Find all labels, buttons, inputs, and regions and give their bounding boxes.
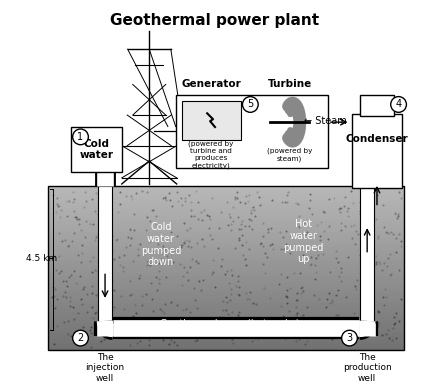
Bar	[48, 265, 405, 268]
Bar	[48, 336, 405, 339]
Text: 1: 1	[77, 132, 83, 142]
Bar	[48, 189, 405, 192]
Text: Geothermal power plant: Geothermal power plant	[111, 13, 319, 28]
Text: Generator: Generator	[181, 79, 241, 89]
Circle shape	[243, 97, 258, 112]
Bar	[48, 232, 405, 236]
Text: Geothermal zone (hot rocks): Geothermal zone (hot rocks)	[160, 318, 299, 328]
Bar	[48, 221, 405, 225]
Bar	[48, 238, 405, 241]
Bar	[48, 339, 405, 342]
Bar	[48, 287, 405, 290]
Text: 4.5 km: 4.5 km	[26, 254, 57, 263]
Bar	[48, 186, 405, 189]
Bar	[48, 186, 405, 350]
Bar	[48, 197, 405, 200]
Bar	[48, 306, 405, 309]
Bar	[48, 301, 405, 304]
Text: (powered by
steam): (powered by steam)	[267, 147, 312, 161]
Bar	[353, 114, 402, 188]
Bar	[48, 317, 405, 320]
Bar	[48, 260, 405, 263]
Bar	[48, 246, 405, 249]
Bar	[48, 271, 405, 274]
Bar	[48, 213, 405, 217]
Bar	[48, 292, 405, 296]
Bar	[48, 279, 405, 282]
Bar	[48, 202, 405, 206]
Bar	[360, 95, 393, 116]
Circle shape	[73, 330, 88, 346]
Bar	[48, 325, 405, 328]
Text: 2: 2	[77, 333, 84, 343]
Bar	[48, 251, 405, 255]
Bar	[48, 199, 405, 203]
Bar	[48, 334, 405, 337]
Text: The
injection
well: The injection well	[86, 353, 125, 383]
Bar	[48, 331, 405, 334]
Bar	[48, 224, 405, 228]
Bar	[48, 208, 405, 211]
Text: Turbine: Turbine	[267, 79, 312, 89]
Bar	[48, 249, 405, 252]
Bar	[48, 254, 405, 257]
Bar	[71, 127, 122, 172]
Bar	[48, 295, 405, 298]
Circle shape	[73, 129, 88, 145]
Bar	[48, 243, 405, 247]
Bar	[48, 309, 405, 312]
Bar	[48, 235, 405, 239]
Text: ← Steam: ← Steam	[304, 116, 347, 126]
Bar	[48, 312, 405, 315]
Bar	[48, 284, 405, 287]
Bar	[48, 276, 405, 279]
Bar	[48, 192, 405, 195]
Bar	[48, 347, 405, 350]
Bar	[48, 342, 405, 345]
Bar	[48, 210, 405, 214]
Text: (powered by
turbine and
produces
electricity): (powered by turbine and produces electri…	[188, 140, 234, 169]
Bar	[48, 216, 405, 219]
Bar	[48, 227, 405, 230]
Bar	[48, 323, 405, 326]
Bar	[48, 230, 405, 233]
Text: Cold
water: Cold water	[79, 139, 113, 160]
Text: 3: 3	[347, 333, 353, 343]
Bar	[48, 219, 405, 222]
Text: The
production
well: The production well	[343, 353, 392, 383]
Circle shape	[342, 330, 357, 346]
Bar	[48, 205, 405, 208]
Bar	[48, 298, 405, 301]
Bar	[48, 240, 405, 244]
Bar	[98, 186, 112, 330]
Bar	[48, 194, 405, 197]
Text: Condenser: Condenser	[346, 134, 408, 144]
Bar	[360, 186, 374, 330]
Bar	[48, 303, 405, 307]
Bar	[48, 328, 405, 331]
Bar	[48, 344, 405, 348]
Bar	[48, 268, 405, 271]
Circle shape	[391, 97, 406, 112]
Text: 5: 5	[247, 99, 253, 109]
Bar	[48, 314, 405, 317]
Bar	[48, 282, 405, 285]
Text: Hot
water
pumped
up: Hot water pumped up	[283, 219, 323, 264]
Bar	[48, 262, 405, 265]
Text: 4: 4	[396, 99, 402, 109]
Bar	[48, 257, 405, 260]
Bar	[176, 95, 328, 168]
Bar	[48, 273, 405, 276]
Bar	[48, 320, 405, 323]
Text: Cold
water
pumped
down: Cold water pumped down	[141, 222, 181, 267]
Bar	[48, 290, 405, 293]
Bar	[181, 100, 240, 140]
